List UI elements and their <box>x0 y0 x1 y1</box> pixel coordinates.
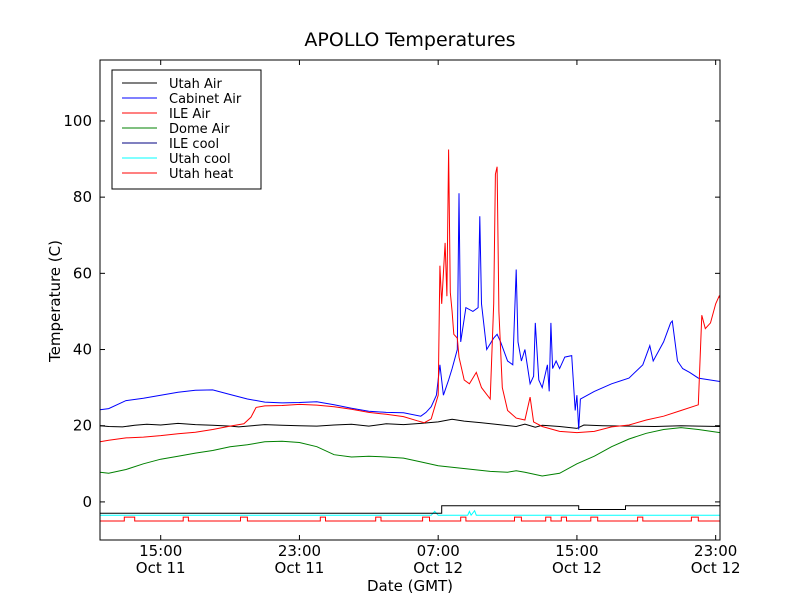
legend-label: Dome Air <box>169 122 230 137</box>
x-tick-label-date: Oct 11 <box>275 559 325 577</box>
x-tick-label-date: Oct 12 <box>691 559 741 577</box>
y-tick-label: 40 <box>73 341 92 359</box>
series-line-utah-heat <box>100 516 720 522</box>
x-tick-label-date: Oct 12 <box>413 559 463 577</box>
series-line-utah-air <box>100 418 720 429</box>
x-tick-label-date: Oct 12 <box>552 559 602 577</box>
legend-box <box>111 69 262 190</box>
legend-label: Cabinet Air <box>169 92 242 107</box>
y-tick-label: 100 <box>63 112 92 130</box>
chart-title: APOLLO Temperatures <box>304 29 515 51</box>
plot-lines <box>100 149 720 522</box>
x-tick-label-time: 23:00 <box>694 542 737 560</box>
series-line-utah-air-offset <box>100 505 720 514</box>
y-tick-label: 0 <box>82 493 92 511</box>
y-tick-label: 80 <box>73 188 92 206</box>
series-line-dome-air <box>100 427 720 477</box>
series-line-cabinet-air <box>100 193 720 430</box>
x-tick-label-time: 07:00 <box>417 542 460 560</box>
plot-frame <box>99 59 721 541</box>
legend-label: ILE Air <box>169 107 211 122</box>
y-axis-label: Temperature (C) <box>46 240 64 363</box>
y-tick-label: 60 <box>73 264 92 282</box>
legend-label: Utah cool <box>169 152 231 167</box>
series-line-ile-air <box>100 149 720 443</box>
x-axis-label: Date (GMT) <box>367 577 453 595</box>
y-tick-label: 20 <box>73 417 92 435</box>
legend-label: ILE cool <box>169 137 219 152</box>
x-tick-label-time: 23:00 <box>278 542 321 560</box>
x-tick-label-date: Oct 11 <box>136 559 186 577</box>
x-tick-label-time: 15:00 <box>555 542 598 560</box>
legend-label: Utah heat <box>169 167 233 182</box>
x-tick-label-time: 15:00 <box>139 542 182 560</box>
legend-label: Utah Air <box>169 77 222 92</box>
